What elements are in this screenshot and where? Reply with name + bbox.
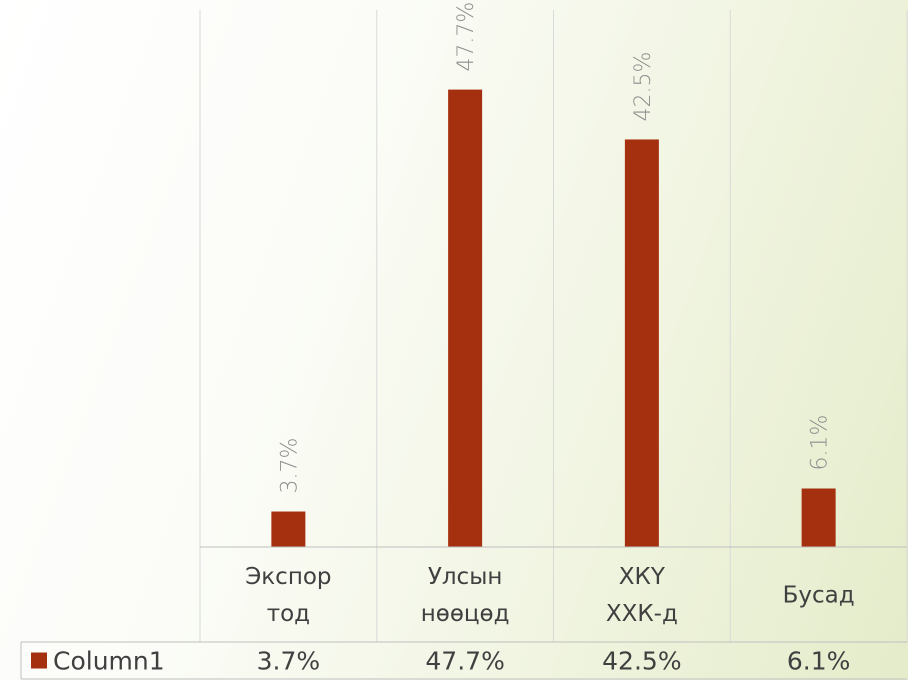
data-labels-group: 3.7% 47.7% 42.5% 6.1%	[277, 2, 832, 494]
data-label: 42.5%	[631, 52, 656, 122]
bars-group	[271, 89, 836, 548]
bar	[271, 511, 306, 547]
x-tick-label-line: ХХК-д	[606, 601, 678, 627]
legend-key	[31, 652, 47, 669]
x-tick-label-line: Улсын	[428, 564, 503, 590]
data-label: 3.7%	[277, 438, 302, 494]
x-tick-label: ХКҮ ХХК-д	[606, 564, 678, 627]
x-tick-label-line: тод	[267, 601, 310, 627]
vertical-gridlines	[199, 10, 908, 642]
bar	[624, 139, 659, 547]
bar	[448, 89, 483, 548]
x-tick-label: Улсын нөөцөд	[421, 564, 510, 627]
x-tick-label-line: нөөцөд	[421, 601, 510, 627]
x-tick-label-line: Экспор	[245, 564, 331, 590]
table-value: 42.5%	[602, 647, 681, 676]
x-tick-label-line: ХКҮ	[619, 564, 666, 590]
bar	[801, 488, 836, 547]
table-value: 47.7%	[425, 647, 504, 676]
data-table: Экспор тод Улсын нөөцөд ХКҮ ХХК-д Бусад Column1…	[20, 546, 907, 680]
table-value: 3.7%	[257, 647, 321, 676]
series-name: Column1	[53, 647, 165, 676]
x-tick-label: Экспор тод	[245, 564, 331, 627]
table-value: 6.1%	[787, 647, 851, 676]
x-tick-label: Бусад	[783, 583, 855, 609]
data-label: 47.7%	[454, 2, 479, 72]
x-tick-label-line: Бусад	[783, 583, 855, 609]
data-label: 6.1%	[808, 415, 833, 471]
